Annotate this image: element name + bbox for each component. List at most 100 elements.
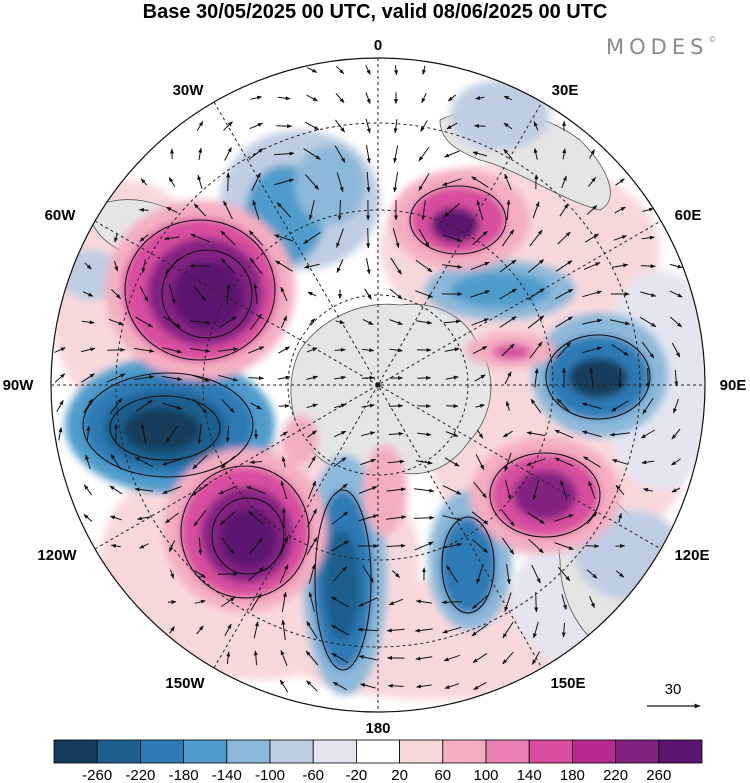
wind-vector-arrow [168, 176, 176, 187]
wind-vector-arrow [333, 457, 347, 467]
wind-vector-arrow [389, 403, 404, 408]
wind-vector-arrow [582, 290, 603, 298]
wind-vector-arrow [111, 289, 121, 299]
wind-vector-arrow [220, 455, 236, 469]
wind-vector-arrow [534, 592, 539, 613]
wind-vector-arrow [190, 320, 211, 325]
wind-vector-arrow [334, 145, 346, 163]
wind-vector-arrow [332, 483, 348, 497]
wind-vector-arrow [556, 398, 572, 414]
wind-vector-arrow [640, 429, 656, 439]
lon-label-150e: 150E [550, 675, 585, 692]
wind-vector-arrow [138, 207, 149, 212]
wind-vector-arrow [415, 599, 432, 604]
wind-vector-arrow [589, 367, 594, 388]
wind-vector-arrow [162, 375, 183, 381]
wind-vector-arrow [389, 319, 403, 325]
lon-label-30e: 30E [552, 82, 579, 99]
wind-vector-arrow [532, 651, 540, 665]
wind-vector-arrow [415, 460, 433, 465]
wind-vector-arrow [641, 235, 655, 240]
wind-vector-arrow [441, 600, 463, 605]
wind-vector-arrow [169, 626, 175, 634]
wind-vector-arrow [414, 541, 434, 551]
wind-vector-arrow [387, 683, 404, 688]
wind-vector-arrow [554, 429, 574, 439]
wind-vector-arrow [335, 119, 345, 133]
wind-vector-arrow [304, 121, 320, 131]
wind-vector-arrow [416, 684, 432, 689]
wind-vector-arrow [394, 65, 399, 76]
wind-vector-arrow [554, 288, 574, 300]
wind-vector-arrow [442, 542, 463, 549]
wind-vector-arrow [529, 229, 543, 247]
colorbar-tick-label: -20 [346, 767, 368, 783]
wind-vector-arrow [421, 92, 427, 104]
wind-vector-arrow [561, 175, 567, 189]
wind-vector-arrow [336, 172, 344, 193]
wind-vectors [54, 65, 683, 693]
wind-vector-arrow [474, 374, 486, 382]
wind-vector-arrow [444, 347, 460, 352]
wind-vector-arrow [82, 291, 94, 297]
contours [82, 185, 651, 671]
wind-vector-arrow [168, 284, 176, 305]
wind-vector-arrow [280, 315, 288, 329]
wind-vector-arrow [194, 286, 206, 302]
wind-vector-arrow [109, 397, 123, 415]
wind-vector-arrow [252, 199, 260, 220]
wind-vector-arrow [218, 485, 238, 495]
wind-vector-arrow [533, 121, 539, 131]
wind-vector-arrow [135, 399, 153, 413]
wind-vector-arrow [134, 456, 154, 468]
wind-vector-arrow [140, 178, 148, 186]
wind-vector-arrow [281, 456, 286, 468]
wind-vector-arrow [671, 428, 681, 440]
wind-vector-arrow [414, 488, 435, 493]
wind-vector-arrow [253, 650, 258, 666]
wind-vector-arrow [192, 454, 208, 470]
wind-vector-arrow [166, 206, 178, 214]
wind-vector-arrow [470, 290, 490, 298]
wind-vector-arrow [610, 319, 631, 326]
wind-vector-arrow [307, 291, 317, 297]
wind-vector-arrow [386, 628, 405, 633]
wind-vector-arrow [306, 67, 318, 73]
wind-vector-arrow [476, 564, 484, 585]
wind-vector-arrow [446, 122, 458, 130]
wind-vector-arrow [136, 516, 151, 521]
wind-vector-arrow [248, 510, 264, 526]
wind-vector-arrow [165, 258, 179, 274]
wind-vector-arrow [366, 257, 371, 275]
wind-vector-arrow [614, 206, 626, 214]
wind-vector-arrow [532, 480, 539, 501]
wind-vector-arrow [54, 373, 66, 383]
wind-vector-arrow [422, 65, 426, 75]
wind-vector-arrow [617, 367, 622, 389]
wind-vector-arrow [333, 430, 347, 438]
wind-vector-arrow [221, 399, 235, 413]
colorbar: -260 -220 -180 -140 -100 -60 -20 20 60 100 140 180 2… [53, 739, 703, 783]
colorbar-swatch [96, 739, 141, 764]
wind-vector-arrow [170, 569, 174, 579]
wind-vector-arrow [393, 145, 399, 164]
wind-vector-arrow [393, 119, 398, 134]
wind-vector-arrow [162, 486, 182, 494]
wind-vector-arrow [139, 543, 149, 549]
wind-vector-arrow [501, 229, 515, 247]
wind-vector-arrow [224, 147, 232, 161]
wind-vector-arrow [532, 201, 540, 219]
wind-vector-arrow [389, 288, 403, 300]
wind-vector-arrow [589, 149, 595, 159]
wind-vector-arrow [442, 264, 463, 269]
wind-vector-arrow [531, 564, 541, 584]
colorbar-swatch [442, 739, 487, 764]
wind-vector-arrow [499, 316, 517, 328]
wind-vector-arrow [279, 564, 289, 584]
wind-vector-arrow [334, 403, 347, 409]
wind-vector-arrow [583, 262, 601, 270]
wind-vector-arrow [109, 515, 122, 521]
colorbar-swatch [139, 739, 184, 764]
wind-vector-arrow [365, 118, 371, 134]
wind-vector-arrow [442, 234, 462, 242]
